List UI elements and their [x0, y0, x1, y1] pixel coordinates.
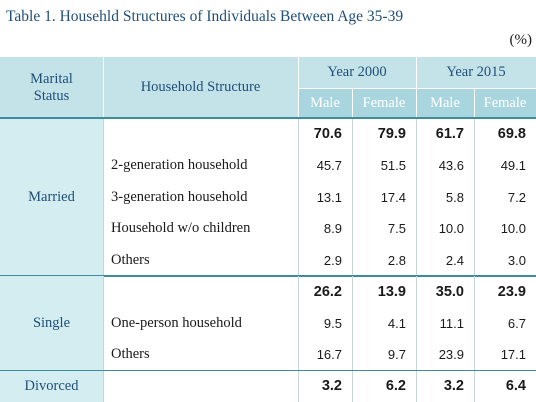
status-cell: Married [0, 118, 103, 276]
total-value: 61.7 [435, 126, 464, 143]
header-vline [474, 88, 475, 118]
cell-value: 17.1 [500, 347, 526, 363]
sex-header: Female [362, 94, 406, 111]
column-line [298, 276, 299, 371]
row-label: 3-generation household [111, 188, 248, 205]
cell-value: 13.1 [316, 189, 342, 205]
unit-label: (%) [509, 32, 533, 48]
table-title: Table 1. Househld Structures of Individu… [6, 8, 404, 25]
column-line [416, 276, 417, 371]
cell-value: 45.7 [316, 158, 342, 174]
total-value: 3.2 [443, 378, 464, 395]
header-rule [0, 117, 536, 119]
column-line [474, 276, 475, 371]
header-line [298, 88, 536, 89]
cell-value: 7.2 [507, 189, 526, 205]
cell-value: 16.7 [316, 347, 342, 363]
cell-value: 9.5 [323, 315, 342, 331]
column-line [352, 118, 353, 276]
column-line [103, 276, 104, 371]
total-value: 23.9 [497, 283, 526, 300]
cell-value: 51.5 [380, 158, 406, 174]
column-line [103, 118, 104, 276]
total-value: 70.6 [313, 126, 342, 143]
cell-value: 6.7 [507, 315, 526, 331]
column-line [352, 370, 353, 402]
total-value: 26.2 [313, 283, 342, 300]
column-line [416, 370, 417, 402]
cell-value: 49.1 [500, 158, 526, 174]
cell-value: 2.9 [323, 252, 342, 268]
total-value: 3.2 [321, 378, 342, 395]
sex-header: Female [483, 94, 527, 111]
column-line [298, 370, 299, 402]
total-value: 79.9 [377, 126, 406, 143]
column-line [352, 276, 353, 371]
column-line [416, 118, 417, 276]
total-value: 35.0 [435, 283, 464, 300]
column-line [298, 118, 299, 276]
row-label: Others [111, 346, 150, 363]
cell-value: 11.1 [439, 315, 464, 331]
cell-value: 10.0 [438, 221, 464, 237]
row-label: Others [111, 251, 150, 268]
total-value: 13.9 [377, 283, 406, 300]
year-header: Year 2015 [446, 64, 506, 80]
year-header: Year 2000 [327, 64, 387, 80]
group-rule [0, 275, 536, 277]
total-value: 6.4 [505, 378, 526, 395]
header-vline [352, 88, 353, 118]
row-label: One-person household [111, 314, 242, 331]
cell-value: 2.8 [387, 252, 406, 268]
cell-value: 5.8 [445, 189, 464, 205]
column-line [474, 370, 475, 402]
cell-value: 4.1 [387, 315, 406, 331]
subheader-bg [298, 88, 536, 118]
marital-header: Marital Status [30, 70, 73, 104]
row-label: Household w/o children [111, 220, 251, 237]
cell-value: 2.4 [445, 252, 464, 268]
cell-value: 9.7 [387, 347, 406, 363]
cell-value: 7.5 [387, 221, 406, 237]
sex-header: Male [430, 94, 460, 111]
cell-value: 17.4 [380, 189, 406, 205]
cell-value: 43.6 [438, 158, 464, 174]
header-vline [103, 57, 104, 118]
cell-value: 23.9 [438, 347, 464, 363]
total-value: 69.8 [497, 126, 526, 143]
status-cell: Single [0, 276, 103, 371]
total-value: 6.2 [385, 378, 406, 395]
cell-value: 8.9 [323, 221, 342, 237]
structure-header: Household Structure [140, 79, 261, 95]
cell-value: 10.0 [500, 221, 526, 237]
group-rule [0, 369, 536, 371]
status-cell: Divorced [0, 370, 103, 402]
header-vline [298, 57, 299, 118]
column-line [474, 118, 475, 276]
row-label: 2-generation household [111, 157, 248, 174]
column-line [103, 370, 104, 402]
sex-header: Male [310, 94, 340, 111]
header-vline [416, 57, 417, 118]
cell-value: 3.0 [507, 252, 526, 268]
